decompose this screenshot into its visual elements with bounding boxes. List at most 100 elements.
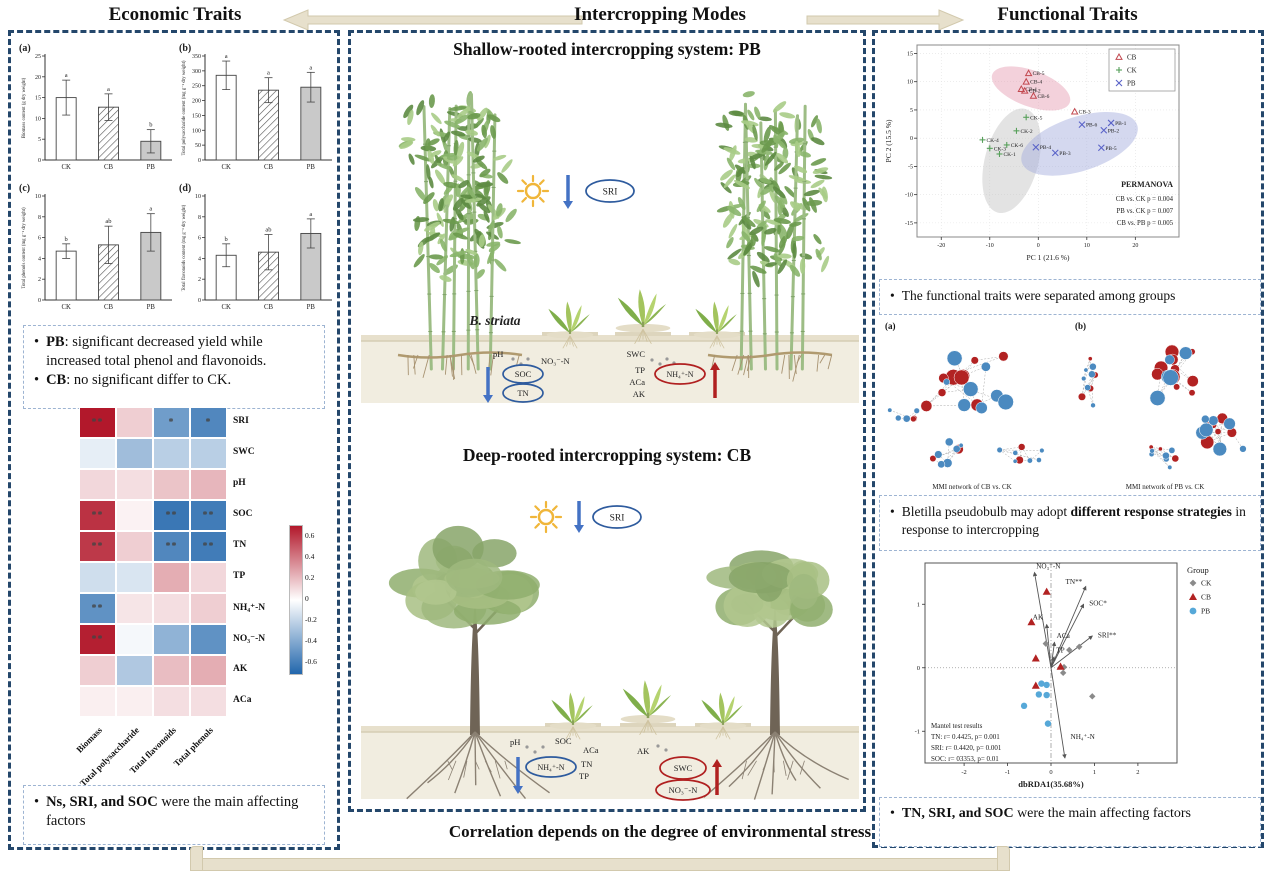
svg-text:8: 8 [198, 215, 201, 221]
svg-text:SRI: SRI [610, 513, 625, 523]
svg-text:20: 20 [35, 75, 41, 81]
svg-text:0: 0 [910, 136, 913, 142]
svg-text:6: 6 [198, 236, 201, 242]
svg-text:300: 300 [192, 69, 201, 75]
svg-text:NH₄⁺-N: NH₄⁺-N [1071, 733, 1096, 741]
heatmap-row-label: TP [233, 571, 246, 581]
svg-text:15: 15 [35, 96, 41, 102]
heatmap-cell [79, 686, 116, 717]
svg-text:b: b [149, 122, 152, 129]
svg-text:PB: PB [147, 304, 156, 311]
heatmap-cell [79, 655, 116, 686]
svg-text:b: b [225, 236, 228, 243]
economic-conclusion-box: • Ns, SRI, and SOC were the main affectin… [23, 785, 325, 845]
heatmap-row-label: TN [233, 540, 247, 550]
svg-text:8: 8 [38, 215, 41, 221]
functional-conclusion-box: • TN, SRI, and SOC were the main affectin… [879, 797, 1261, 847]
functional-insight-box-2: • Bletilla pseudobulb may adopt different… [879, 495, 1261, 551]
bar-chart-polysaccharide: 0 50 100 150 200 250 300 350 Total polysaccharid… [179, 43, 332, 171]
svg-text:-1: -1 [915, 728, 920, 735]
heatmap-cell: * [190, 407, 227, 438]
heatmap-cell: ** [79, 500, 116, 531]
heatmap-cell: ** [79, 531, 116, 562]
svg-text:CB-2: CB-2 [1029, 89, 1041, 95]
heatmap-cell [116, 407, 153, 438]
svg-text:a: a [267, 70, 270, 77]
shallow-system-title: Shallow-rooted intercropping system: PB [453, 39, 761, 59]
svg-text:a: a [309, 211, 312, 218]
heatmap-cell [153, 686, 190, 717]
arrow-right-icon [806, 9, 965, 31]
svg-text:CB-6: CB-6 [1037, 94, 1049, 100]
heatmap-cell [153, 655, 190, 686]
svg-text:1: 1 [917, 601, 920, 608]
colorbar-tick: -0.6 [305, 657, 317, 667]
svg-text:PC 2 (15.5 %): PC 2 (15.5 %) [884, 119, 893, 162]
svg-text:CB-4: CB-4 [1030, 80, 1042, 86]
footer-band-right-end [997, 846, 1010, 871]
heatmap-cell [116, 500, 153, 531]
svg-text:PC 1 (21.6 %): PC 1 (21.6 %) [1027, 253, 1070, 262]
svg-text:(a): (a) [19, 43, 31, 54]
heatmap-cell [153, 469, 190, 500]
svg-text:-15: -15 [905, 221, 913, 227]
heatmap-cell [190, 593, 227, 624]
intercropping-modes-panel: Shallow-rooted intercropping system: PB … [348, 30, 866, 812]
network-diagram-pb-ck [1077, 344, 1247, 470]
heatmap-colorbar [289, 525, 303, 675]
svg-text:SOC*: SOC* [1089, 600, 1107, 608]
footer-statement: Correlation depends on the degree of env… [448, 822, 872, 841]
heatmap-cell [79, 469, 116, 500]
svg-text:SOC: r= 03353, p= 0.01: SOC: r= 03353, p= 0.01 [931, 755, 999, 763]
svg-text:0: 0 [1049, 769, 1052, 776]
heatmap-row-label: SWC [233, 447, 255, 457]
colorbar-tick: 0.2 [305, 572, 315, 582]
colorbar-tick: 0.6 [305, 530, 315, 540]
svg-text:0: 0 [198, 158, 201, 164]
svg-text:Biomass content (g dry weight): Biomass content (g dry weight) [22, 77, 27, 138]
svg-text:AK: AK [633, 389, 646, 399]
heatmap-cell [190, 655, 227, 686]
svg-text:ACa: ACa [629, 377, 645, 387]
heatmap-cell: * [153, 407, 190, 438]
svg-text:SOC: SOC [515, 369, 532, 379]
heatmap-cell [116, 438, 153, 469]
svg-text:TN: r= 0.4425, p= 0.001: TN: r= 0.4425, p= 0.001 [931, 733, 1000, 741]
heatmap-cell [153, 562, 190, 593]
svg-text:CB-1: CB-1 [1025, 87, 1037, 93]
svg-text:CB-3: CB-3 [1079, 110, 1091, 116]
svg-text:NH₄⁺-N: NH₄⁺-N [537, 763, 564, 772]
svg-text:SRI: r= 0.4420, p= 0.001: SRI: r= 0.4420, p= 0.001 [931, 744, 1002, 752]
svg-text:PB-2: PB-2 [1108, 128, 1120, 134]
svg-text:0: 0 [1037, 243, 1040, 249]
svg-text:CK-2: CK-2 [1020, 129, 1032, 135]
network-a-caption: MMI network of CB vs. CK [932, 483, 1012, 491]
svg-text:PB: PB [307, 304, 316, 311]
svg-text:Total polysaccharide content (: Total polysaccharide content (mg g⁻¹ dry… [181, 60, 187, 155]
heatmap-cell: ** [79, 624, 116, 655]
svg-text:200: 200 [192, 99, 201, 105]
svg-text:PB-5: PB-5 [1105, 146, 1117, 152]
network-b-caption: MMI network of PB vs. CK [1125, 483, 1205, 491]
svg-text:B. striata: B. striata [468, 313, 520, 328]
heatmap-cell: ** [153, 531, 190, 562]
svg-text:PB-3: PB-3 [1059, 151, 1071, 157]
svg-text:0: 0 [198, 298, 201, 304]
svg-text:100: 100 [192, 128, 201, 134]
pca-scatter-plot: CB-5CB-4CB-1CB-2CB-6CB-3CK-5CK-2CK-4CK-6… [884, 44, 1180, 262]
bar-chart-biomass: 0 5 10 15 20 25 Biomass content (g dry weight)… [19, 43, 172, 171]
svg-text:a: a [107, 86, 110, 93]
heatmap-cell: ** [190, 500, 227, 531]
heatmap-cell [190, 562, 227, 593]
svg-text:AK: AK [1033, 614, 1044, 622]
svg-text:CK: CK [221, 304, 231, 311]
heatmap-cell [153, 624, 190, 655]
svg-text:10: 10 [1084, 243, 1090, 249]
svg-text:50: 50 [195, 143, 201, 149]
svg-text:ab: ab [105, 218, 111, 225]
svg-text:-10: -10 [905, 193, 913, 199]
svg-text:4: 4 [198, 256, 201, 262]
svg-text:-2: -2 [961, 769, 966, 776]
heatmap-cell [79, 562, 116, 593]
svg-text:2: 2 [1136, 769, 1139, 776]
